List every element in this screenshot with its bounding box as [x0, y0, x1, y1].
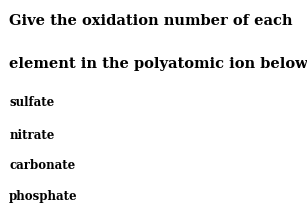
Text: element in the polyatomic ion below:: element in the polyatomic ion below:: [9, 57, 307, 71]
Text: Give the oxidation number of each: Give the oxidation number of each: [9, 14, 293, 28]
Text: nitrate: nitrate: [9, 129, 55, 142]
Text: phosphate: phosphate: [9, 190, 78, 203]
Text: sulfate: sulfate: [9, 96, 54, 109]
Text: carbonate: carbonate: [9, 159, 76, 172]
